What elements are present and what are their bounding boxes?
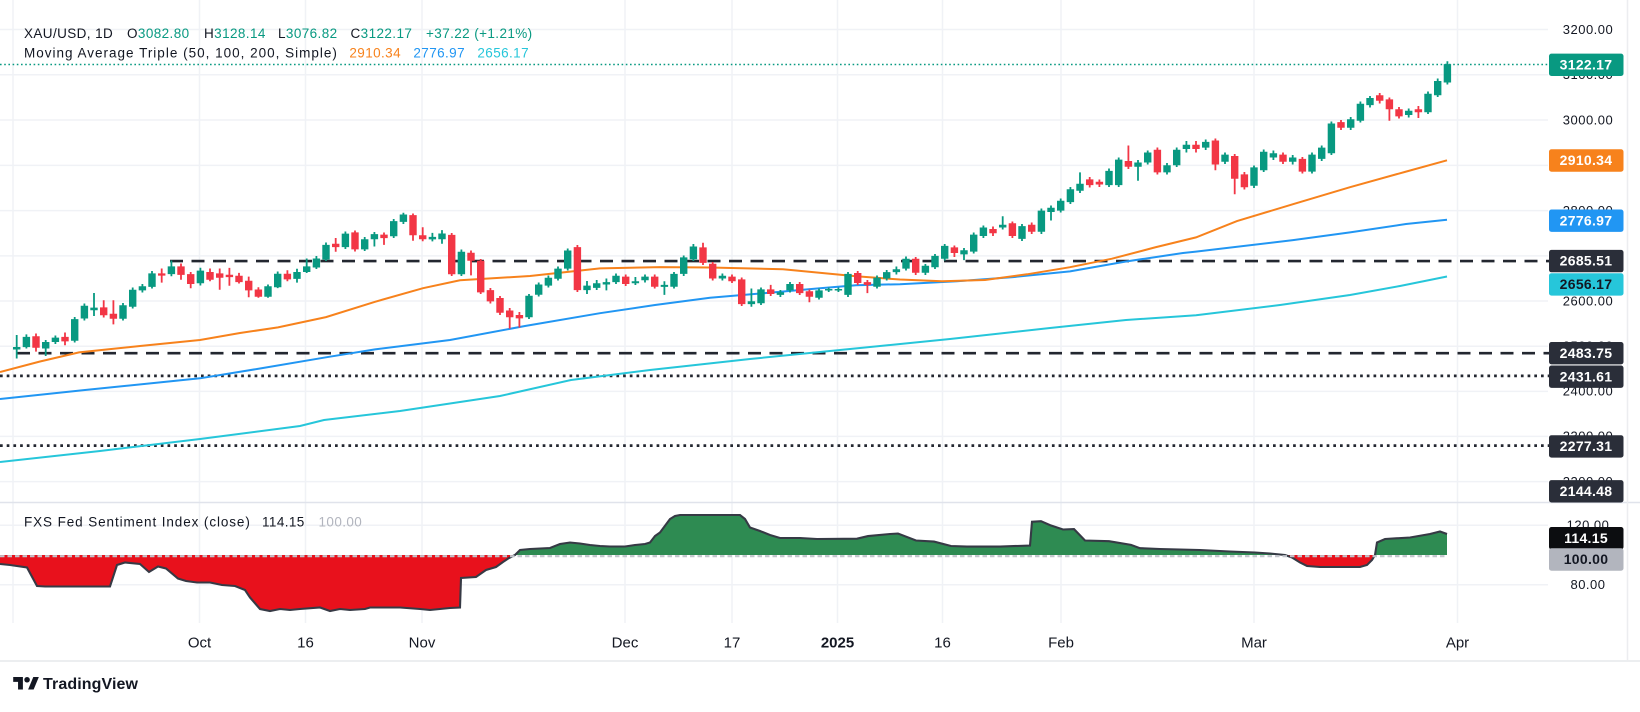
svg-text:114.15: 114.15 bbox=[1564, 530, 1608, 546]
svg-text:2910.34: 2910.34 bbox=[1560, 152, 1613, 168]
svg-text:3000.00: 3000.00 bbox=[1563, 112, 1614, 127]
svg-text:2685.51: 2685.51 bbox=[1560, 253, 1613, 269]
svg-text:16: 16 bbox=[934, 635, 951, 652]
svg-text:2776.97: 2776.97 bbox=[1560, 212, 1613, 228]
svg-text:Feb: Feb bbox=[1048, 635, 1074, 652]
svg-text:100.00: 100.00 bbox=[1564, 551, 1609, 567]
svg-text:Dec: Dec bbox=[612, 635, 639, 652]
svg-text:100.00: 100.00 bbox=[319, 515, 363, 530]
svg-text:3200.00: 3200.00 bbox=[1563, 22, 1614, 37]
svg-text:17: 17 bbox=[724, 635, 741, 652]
svg-text:2431.61: 2431.61 bbox=[1560, 368, 1613, 384]
svg-text:2600.00: 2600.00 bbox=[1563, 293, 1614, 308]
svg-text:FXS Fed Sentiment Index (close: FXS Fed Sentiment Index (close) bbox=[24, 515, 251, 530]
svg-text:2656.17: 2656.17 bbox=[1560, 276, 1613, 292]
svg-text:Oct: Oct bbox=[188, 635, 212, 652]
svg-text:114.15: 114.15 bbox=[262, 515, 305, 530]
svg-text:2656.17: 2656.17 bbox=[477, 46, 529, 61]
svg-text:Apr: Apr bbox=[1446, 635, 1469, 652]
svg-text:2776.97: 2776.97 bbox=[413, 46, 465, 61]
svg-text:+37.22 (+1.21%): +37.22 (+1.21%) bbox=[426, 26, 533, 41]
svg-text:L3076.82: L3076.82 bbox=[278, 26, 338, 41]
svg-text:XAU/USD, 1D: XAU/USD, 1D bbox=[24, 26, 113, 41]
svg-text:C3122.17: C3122.17 bbox=[351, 26, 413, 41]
svg-text:2277.31: 2277.31 bbox=[1560, 438, 1613, 454]
svg-text:Moving Average Triple (50, 100: Moving Average Triple (50, 100, 200, Sim… bbox=[24, 46, 338, 61]
svg-text:O3082.80: O3082.80 bbox=[127, 26, 190, 41]
svg-text:3122.17: 3122.17 bbox=[1560, 56, 1613, 72]
svg-text:2144.48: 2144.48 bbox=[1560, 483, 1613, 499]
svg-text:16: 16 bbox=[297, 635, 314, 652]
svg-text:H3128.14: H3128.14 bbox=[204, 26, 266, 41]
svg-text:2483.75: 2483.75 bbox=[1560, 345, 1613, 361]
svg-text:Mar: Mar bbox=[1241, 635, 1267, 652]
svg-text:2910.34: 2910.34 bbox=[349, 46, 401, 61]
svg-text:Nov: Nov bbox=[409, 635, 436, 652]
svg-text:TradingView: TradingView bbox=[43, 676, 139, 693]
svg-text:2025: 2025 bbox=[821, 635, 854, 652]
svg-text:80.00: 80.00 bbox=[1570, 577, 1605, 592]
